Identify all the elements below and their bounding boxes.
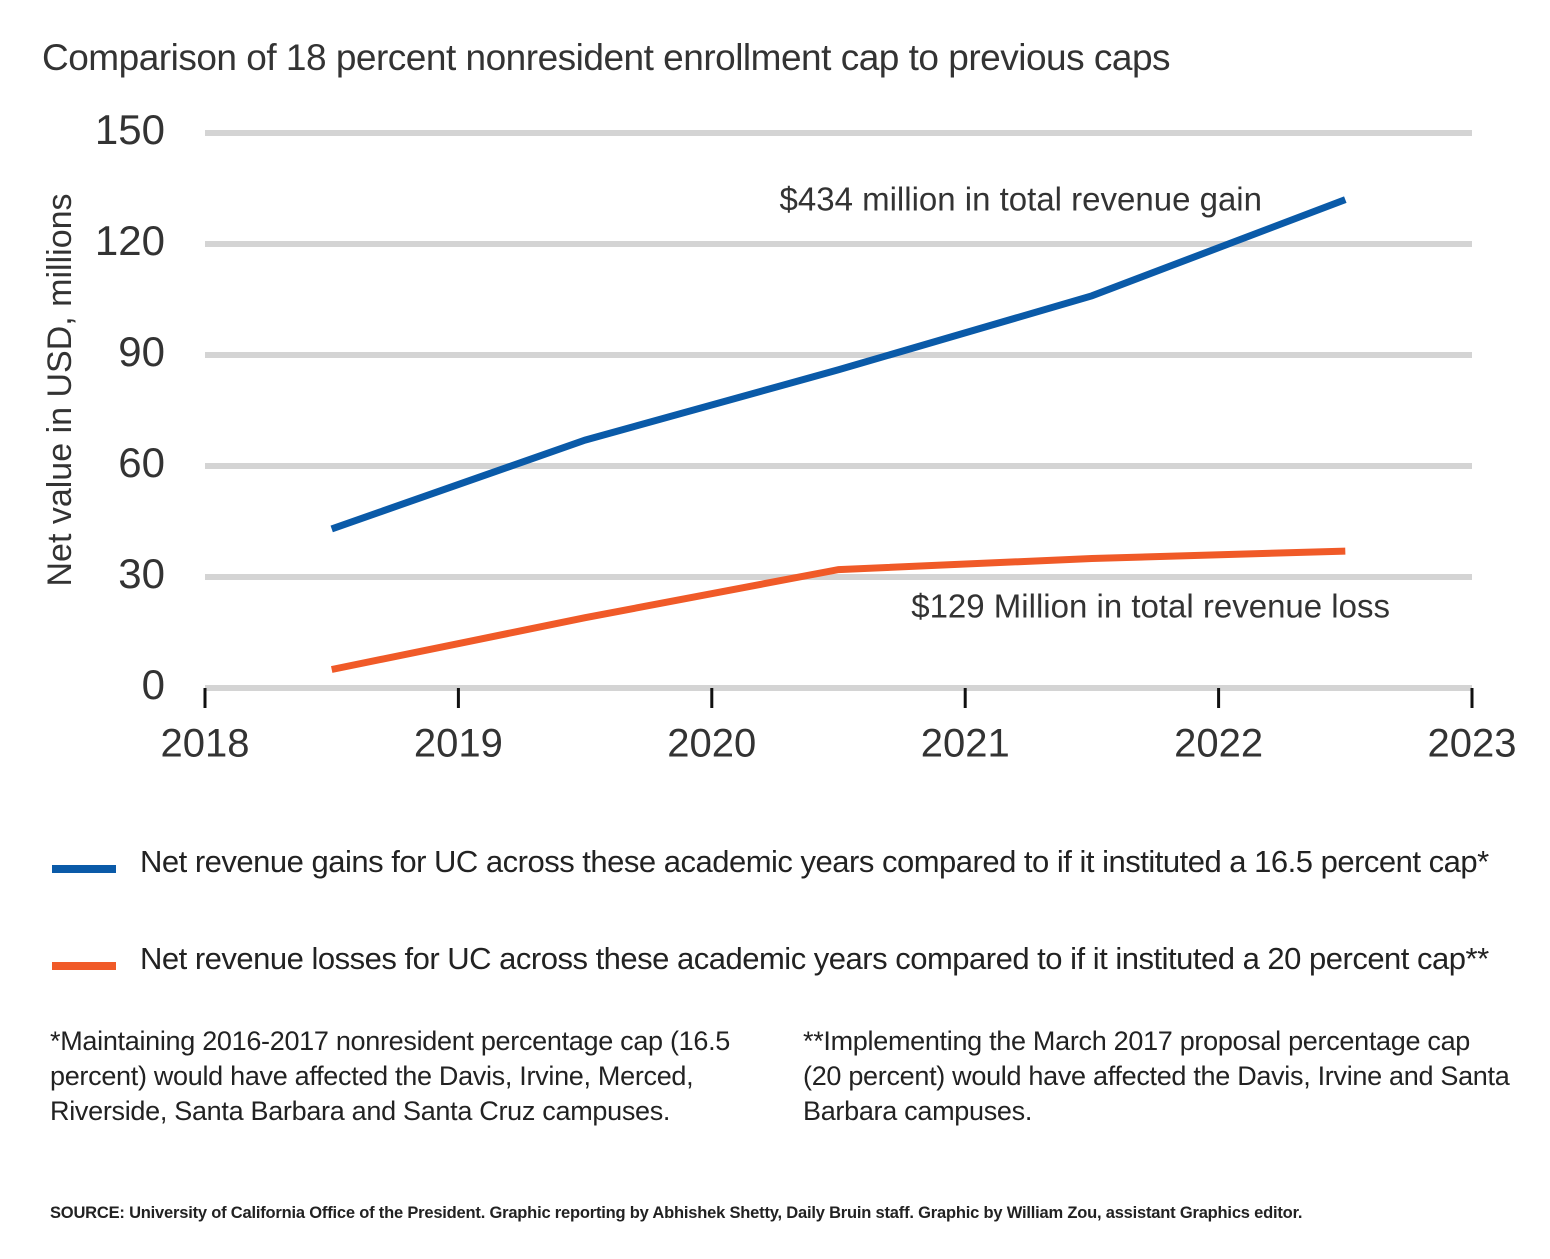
x-tick-label: 2021 (921, 722, 1010, 766)
x-tick-label: 2022 (1174, 722, 1263, 766)
y-tick-label: 90 (118, 328, 165, 375)
x-tick-label: 2020 (667, 722, 756, 766)
series-line (330, 547, 1346, 673)
source: SOURCE: University of California Office … (50, 1204, 1303, 1222)
chart-title: Comparison of 18 percent nonresident enr… (42, 37, 1170, 78)
annotation: $129 Million in total revenue loss (911, 588, 1390, 625)
legend-swatch (52, 865, 116, 873)
y-tick-label: 0 (142, 661, 165, 708)
footnote: *Maintaining 2016-2017 nonresident perce… (50, 1026, 731, 1126)
chart: Comparison of 18 percent nonresident enr… (41, 37, 1517, 766)
y-tick-label: 150 (95, 106, 165, 153)
x-tick-label: 2019 (414, 722, 503, 766)
legend-label: Net revenue losses for UC across these a… (140, 941, 1489, 976)
x-tick-label: 2023 (1428, 722, 1517, 766)
footnote: **Implementing the March 2017 proposal p… (803, 1026, 1510, 1126)
legend-label: Net revenue gains for UC across these ac… (140, 844, 1489, 879)
y-tick-label: 120 (95, 217, 165, 264)
series-line (330, 196, 1347, 533)
y-tick-label: 60 (118, 439, 165, 486)
x-tick-label: 2018 (161, 722, 250, 766)
annotation: $434 million in total revenue gain (780, 181, 1262, 218)
y-axis-label: Net value in USD, millions (41, 193, 79, 586)
legend-swatch (52, 962, 116, 970)
y-tick-label: 30 (118, 550, 165, 597)
